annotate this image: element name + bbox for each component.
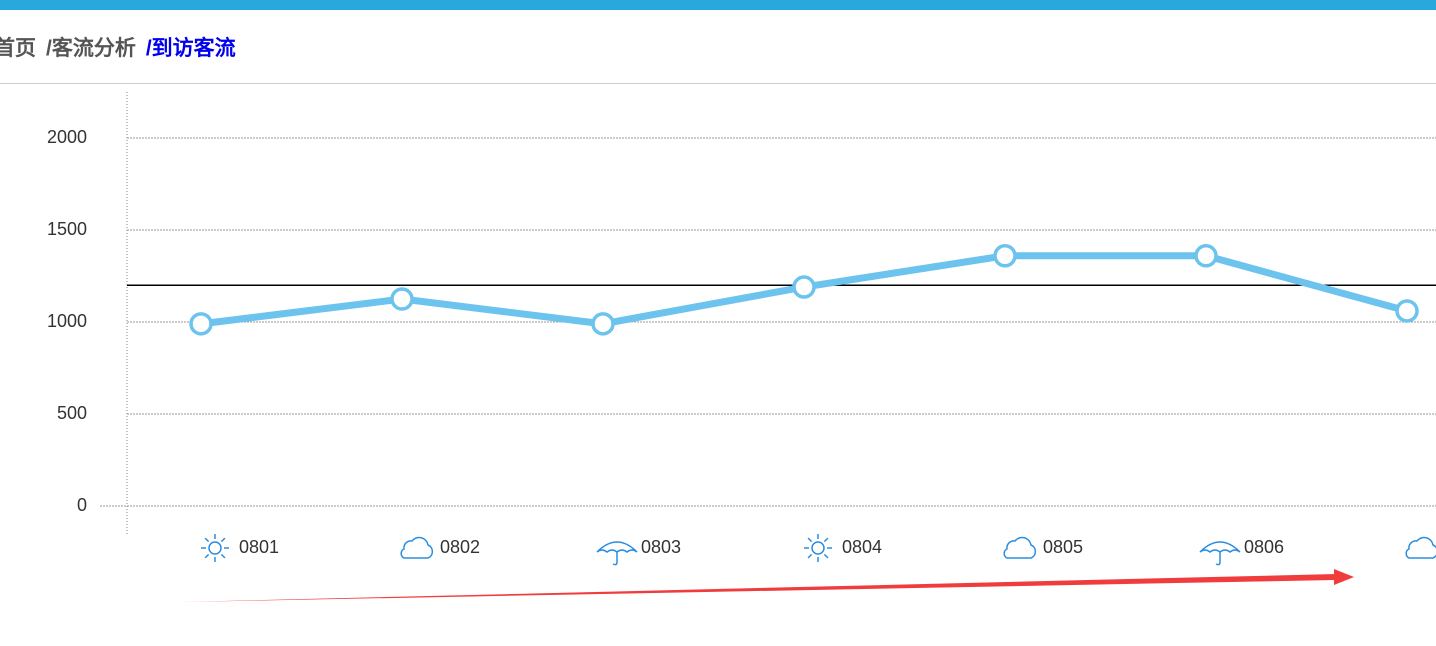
breadcrumb-item[interactable]: /客流分析: [46, 37, 136, 60]
cloud: [1003, 536, 1037, 559]
sun-ray: [823, 553, 829, 559]
breadcrumb: 首页/客流分析/到访客流: [0, 32, 236, 62]
sun-ray: [204, 537, 210, 543]
x-tick-label: 0806: [1244, 537, 1284, 557]
data-point: [1194, 244, 1218, 268]
sun-ray: [807, 553, 813, 559]
data-point: [189, 312, 213, 336]
weather-icon: [596, 541, 638, 566]
weather-icon: [804, 534, 832, 562]
x-tick-label: 0803: [641, 537, 681, 557]
annotation-arrow: [182, 569, 1354, 602]
sun: [811, 541, 825, 555]
data-point: [390, 287, 414, 311]
y-tick-label: 500: [57, 403, 87, 423]
data-point: [1395, 299, 1419, 323]
weather-icon: [201, 534, 229, 562]
y-tick-label: 1000: [47, 311, 87, 331]
x-tick-label: 0802: [440, 537, 480, 557]
weather-icon: [1003, 536, 1037, 559]
sun: [208, 541, 222, 555]
sun-ray: [823, 537, 829, 543]
breadcrumb-current: /到访客流: [145, 37, 236, 60]
umbrella: [596, 541, 638, 566]
weather-icon: [1199, 541, 1241, 566]
y-tick-label: 2000: [47, 127, 87, 147]
x-tick-label: 0805: [1043, 537, 1083, 557]
y-tick-label: 1500: [47, 219, 87, 239]
weather-icon: [1405, 536, 1436, 559]
weather-icon: [400, 536, 434, 559]
sun-ray: [204, 553, 210, 559]
data-point: [591, 312, 615, 336]
x-tick-label: 0804: [842, 537, 882, 557]
breadcrumb-item[interactable]: 首页: [0, 37, 36, 60]
x-tick-label: 0801: [239, 537, 279, 557]
cloud: [400, 536, 434, 559]
cloud: [1405, 536, 1436, 559]
umbrella: [1199, 541, 1241, 566]
divider: [0, 83, 1436, 84]
y-tick-label: 0: [77, 495, 87, 515]
data-point: [993, 244, 1017, 268]
sun-ray: [220, 537, 226, 543]
top-bar: [0, 0, 1436, 10]
data-point: [792, 275, 816, 299]
sun-ray: [807, 537, 813, 543]
sun-ray: [220, 553, 226, 559]
